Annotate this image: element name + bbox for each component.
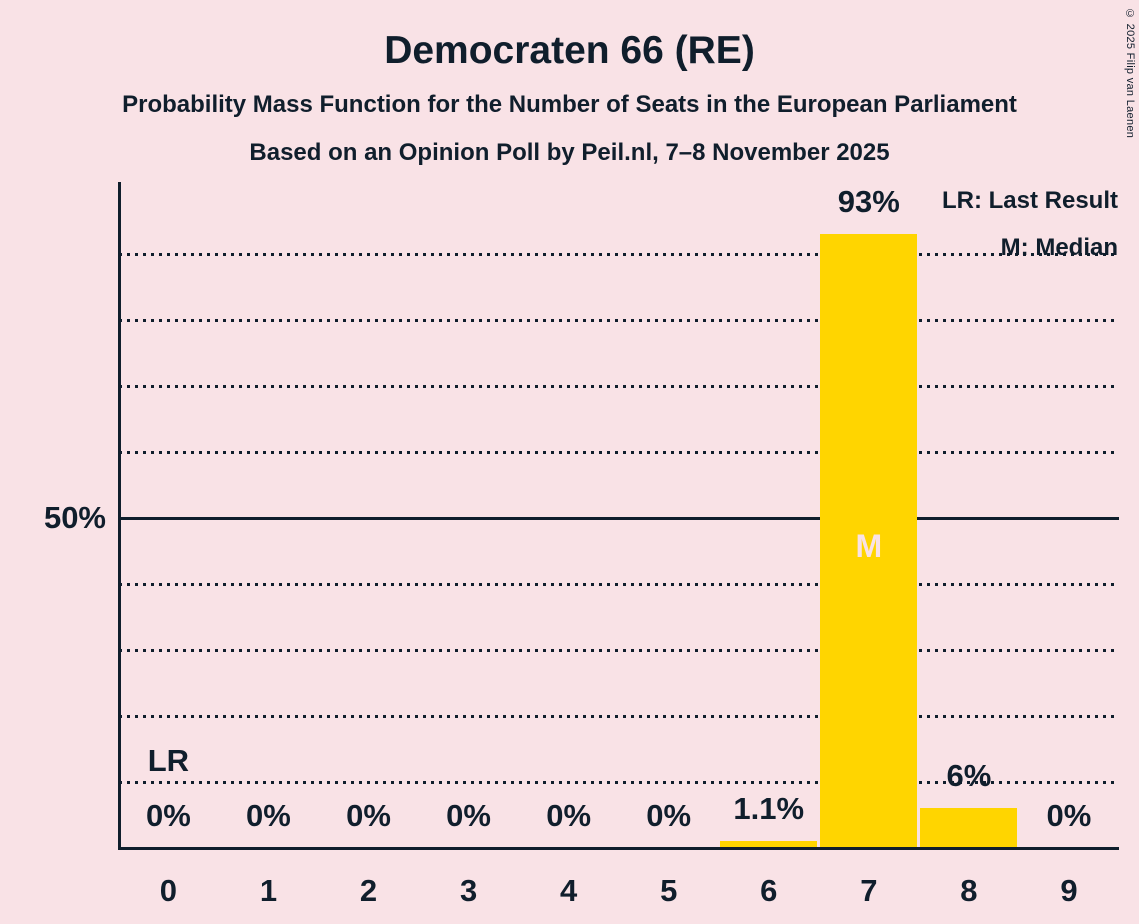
gridline-60-percent (119, 450, 1119, 454)
value-label-seats-3: 0% (446, 798, 491, 833)
value-label-seats-2: 0% (346, 798, 391, 833)
legend-last-result: LR: Last Result (941, 187, 1118, 214)
x-tick-label-8: 8 (960, 873, 978, 908)
y-axis-label-50-percent: 50% (43, 500, 106, 535)
y-axis-line (118, 182, 121, 850)
x-tick-label-2: 2 (359, 873, 378, 908)
value-label-seats-4: 0% (546, 798, 592, 833)
value-label-seats-1: 0% (246, 798, 291, 833)
x-tick-label-6: 6 (760, 873, 778, 908)
value-label-seats-9: 0% (1046, 798, 1092, 833)
subtitle-line2: Based on an Opinion Poll by Peil.nl, 7–8… (249, 139, 890, 166)
value-label-seats-6: 1.1% (733, 790, 805, 826)
gridline-70-percent (119, 384, 1119, 388)
value-label-seats-0: 0% (145, 798, 191, 833)
gridline-30-percent (119, 648, 1119, 652)
gridline-20-percent (119, 714, 1119, 718)
bar-seats-7 (820, 234, 918, 848)
page-title: Democraten 66 (RE) (384, 29, 755, 72)
bar-seats-6 (720, 840, 818, 848)
x-tick-label-0: 0 (159, 873, 178, 908)
subtitle-line1: Probability Mass Function for the Number… (122, 91, 1017, 118)
gridline-80-percent (119, 318, 1119, 322)
copyright-notice: © 2025 Filip van Laenen (1124, 8, 1136, 139)
legend-median: M: Median (1000, 234, 1118, 261)
x-axis-line (118, 847, 1119, 850)
gridline-50-percent-solid (119, 516, 1119, 520)
gridline-90-percent (119, 252, 1119, 256)
x-tick-label-3: 3 (459, 873, 478, 908)
value-label-seats-8: 6% (946, 758, 992, 794)
last-result-marker: LR (147, 743, 190, 778)
x-tick-label-7: 7 (860, 873, 878, 908)
gridline-40-percent (119, 582, 1119, 586)
value-label-seats-7: 93% (837, 184, 900, 220)
gridline-10-percent (119, 780, 1119, 784)
x-tick-label-1: 1 (259, 873, 278, 908)
median-marker: M (855, 528, 883, 564)
x-tick-label-9: 9 (1060, 873, 1078, 908)
bar-seats-8 (920, 808, 1018, 848)
value-label-seats-5: 0% (646, 798, 692, 833)
x-tick-label-4: 4 (560, 873, 578, 908)
x-tick-label-5: 5 (660, 873, 678, 908)
